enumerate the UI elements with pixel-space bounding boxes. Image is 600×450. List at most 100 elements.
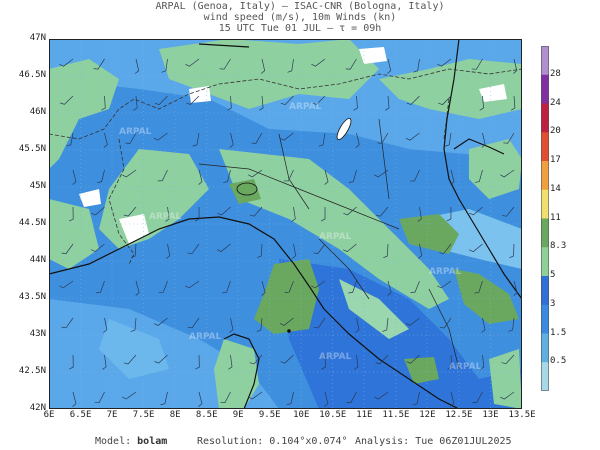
wind-barb [450,169,455,185]
wind-barb [343,206,357,216]
wind-barb [261,58,266,74]
wind-barb [227,95,232,111]
colorbar-label: 3 [550,298,556,309]
wind-barb [97,169,105,183]
wind-barb [158,280,168,294]
wind-barb [153,132,168,141]
watermark-text: ARPAL [429,267,462,277]
colorbar-segment [541,74,549,104]
wind-barb [123,354,137,365]
wind-field-calm-spot-5 [189,86,211,103]
map-graticule [49,39,522,409]
island-dot [287,329,291,333]
wind-barb [374,169,389,178]
wind-barb [385,95,390,111]
longitude-label: 11E [356,410,373,420]
chart-title-line-3: 15 UTC Tue 01 JUL – τ = 09h [218,23,382,34]
wind-barb [444,132,452,147]
coastlines [49,39,522,409]
wind-barb [355,132,360,148]
wind-barb [481,317,486,333]
wind-barb [220,391,231,403]
wind-barb [374,391,389,400]
wind-barb [284,280,294,293]
wind-barb [500,391,515,400]
wind-barb [187,317,200,329]
wind-barb [257,243,263,259]
longitude-label: 12.5E [445,410,473,420]
wind-barb [279,132,294,141]
colorbar-segment [541,189,549,219]
watermarks: ARPAL ARPAL ARPAL ARPAL ARPAL ARPAL ARPA… [119,102,482,372]
wind-barb [122,391,137,400]
wind-barb [103,317,108,333]
wind-field-calm-spot-2 [79,189,101,207]
latitude-label: 43N [29,329,46,339]
watermark-text: ARPAL [449,362,482,372]
footer-resolution: Resolution: 0.104°x0.074° [197,436,348,447]
wind-barb [387,58,392,74]
wind-barb [122,169,137,178]
wind-barb [217,206,231,216]
wind-barb [410,280,420,293]
wind-barb [406,95,420,105]
wind-barb [279,317,294,326]
wind-barb [286,391,294,406]
wind-barb [387,280,392,296]
wind-field-green-po [219,149,449,309]
wind-field-calm-spot-4 [479,84,507,102]
wind-barb [160,391,168,406]
wind-barb [259,95,264,111]
colorbar-segment [541,304,549,334]
wind-barb [153,317,168,326]
wind-barb [513,280,518,296]
wind-field-dark-green-southeast [454,269,519,324]
wind-field-calm-spot-3 [359,47,387,64]
colorbar-label: 17 [550,155,561,165]
wind-barb [69,206,74,222]
wind-barb [471,58,483,70]
wind-barb [287,58,294,73]
wind-barb [66,132,74,147]
wind-barb [223,169,231,183]
wind-barb [72,169,77,185]
latitude-label: 46N [29,107,46,117]
longitude-label: 6.5E [69,410,92,420]
wind-barb [291,243,297,259]
wind-barb [501,354,515,365]
wind-field-darker-south [279,259,522,409]
wind-barb [165,206,170,222]
wind-barb [472,391,483,403]
latitude-label: 46.5N [18,70,46,80]
wind-barb [195,354,200,370]
chart-title-line-1: ARPAL (Genoa, Italy) – ISAC-CNR (Bologna… [155,1,445,12]
wind-barb [447,354,452,370]
wind-barb [102,354,107,370]
wind-barb [508,317,515,332]
wind-barb [439,243,452,254]
longitude-label: 8.5E [195,410,218,420]
wind-barb [513,58,518,74]
colorbar-label: 28 [550,68,561,79]
colorbar-segment [541,276,549,306]
watermark-text: ARPAL [319,352,352,362]
wind-barb [413,58,420,73]
longitude-label: 8E [169,410,181,420]
wind-field-green-alps [159,39,379,109]
wind-barb [185,58,200,67]
wind-barb [500,169,515,178]
wind-barb [383,243,389,259]
wind-field-calm-spot-1 [119,214,149,244]
wind-barb [130,243,137,259]
latitude-label: 42N [29,403,46,413]
lake-marker [236,182,258,196]
wind-barb [405,132,420,141]
colorbar-label: 20 [550,126,561,137]
wind-speed-map: ARPAL ARPAL ARPAL ARPAL ARPAL ARPAL ARPA… [49,39,522,409]
wind-barb [133,95,138,111]
wind-field-cyan-sea [99,319,169,379]
wind-barb [249,354,263,365]
longitude-label: 9E [232,410,244,420]
wind-barb [375,206,389,217]
footer-analysis: Analysis: Tue 06Z01JUL2025 [355,436,512,447]
